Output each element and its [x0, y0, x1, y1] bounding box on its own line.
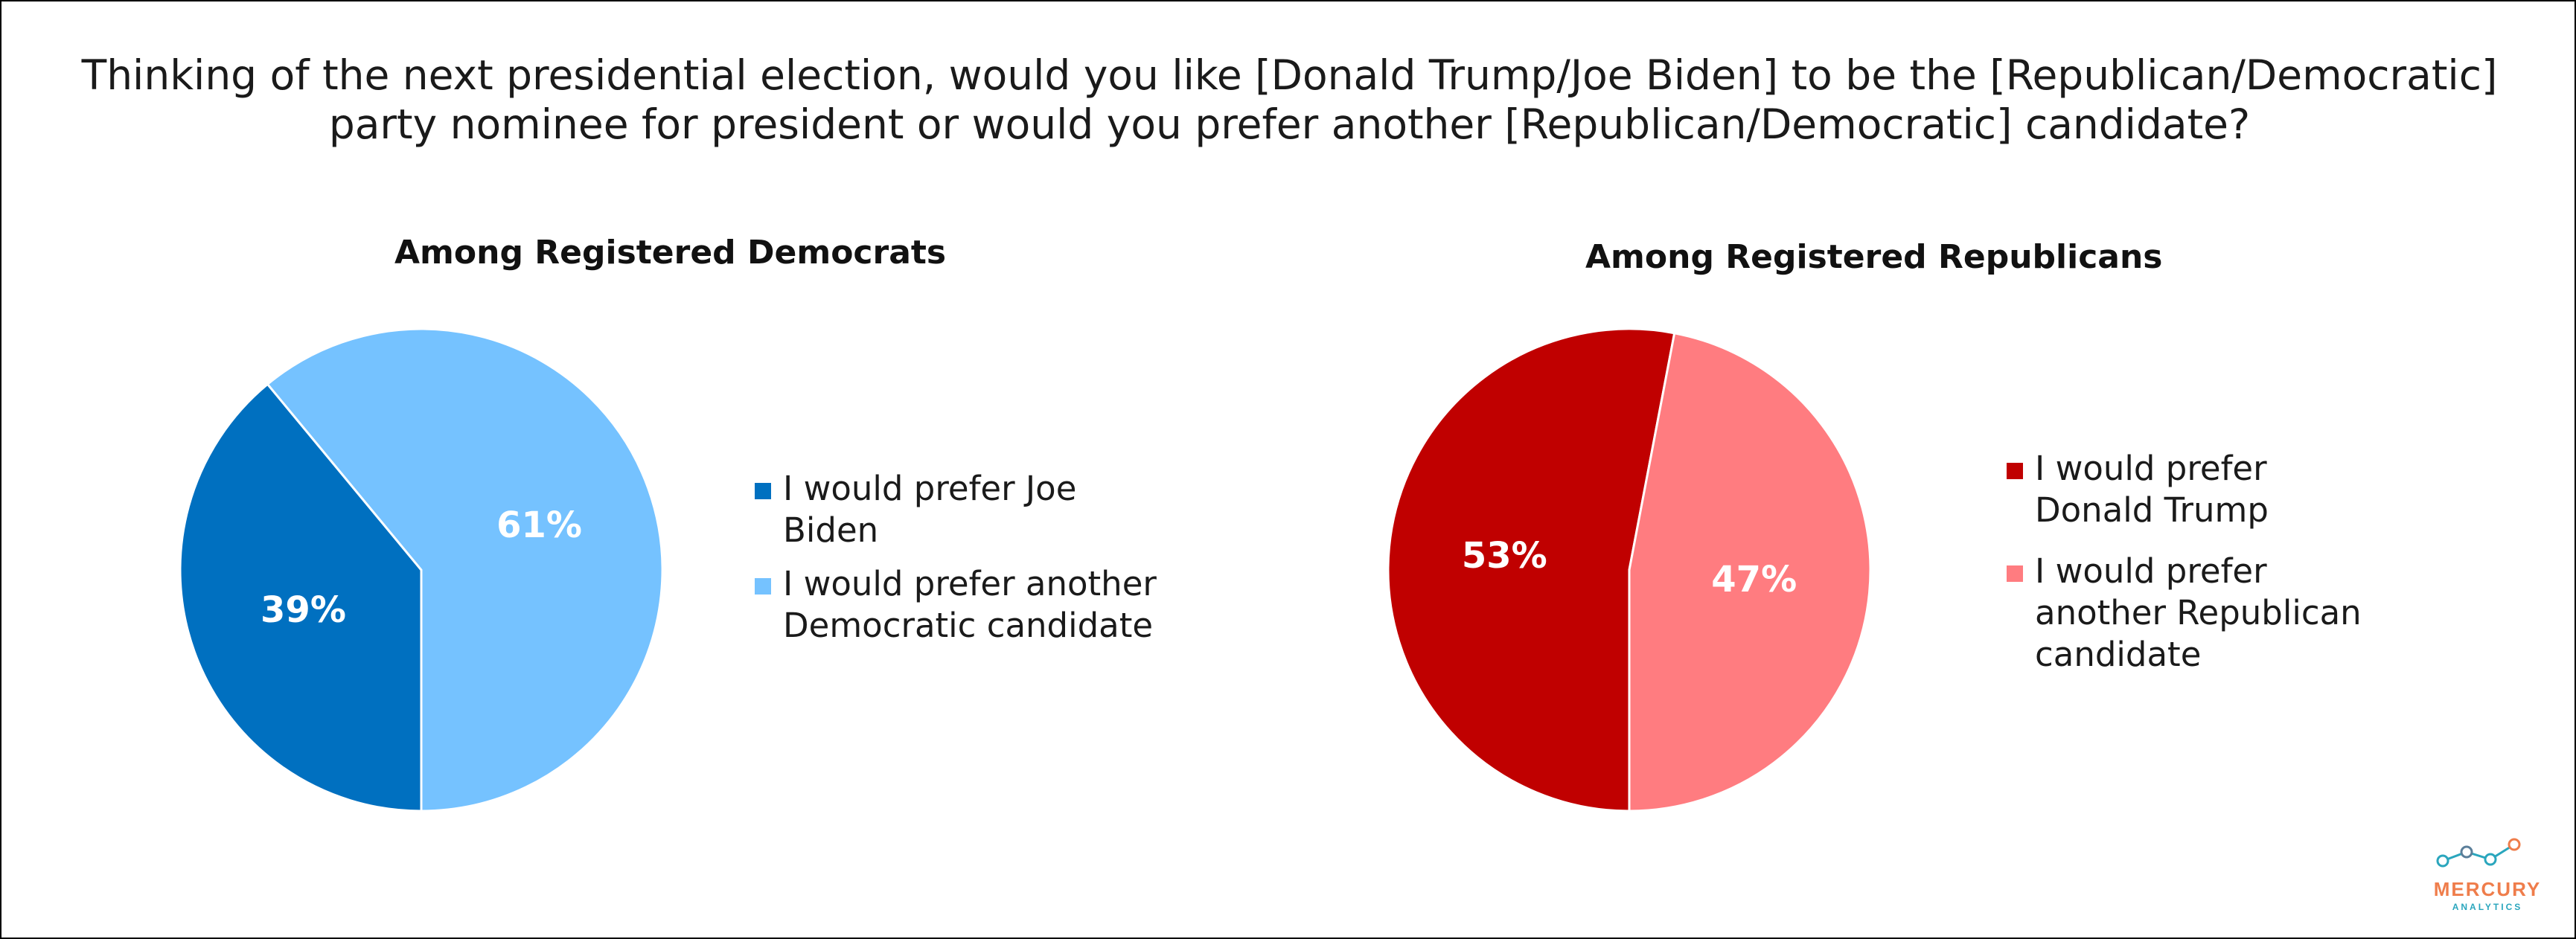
legend-label: another Republican [2035, 593, 2362, 632]
pie-slice-2 [1628, 331, 1872, 813]
pie-slice-2 [266, 327, 664, 813]
pie-data-label-1: 39% [261, 589, 346, 631]
legend-label: Donald Trump [2035, 490, 2269, 530]
legend-item-joe-biden: I would prefer Joe Biden [755, 468, 1216, 551]
logo-line-icon [2436, 838, 2521, 868]
pie-data-label-2: 47% [1711, 559, 1797, 600]
pie-slice-1 [1387, 327, 1676, 813]
rep-chart-title: Among Registered Republicans [1585, 238, 2163, 276]
pie-data-label-1: 53% [1462, 535, 1547, 577]
legend-swatch-another-democrat [755, 578, 771, 595]
logo-name: MERCURY [2433, 878, 2542, 900]
mercury-analytics-logo: MERCURY ANALYTICS [2420, 826, 2554, 919]
title-line-2: party nominee for president or would you… [328, 100, 2251, 148]
page-title: Thinking of the next presidential electi… [31, 51, 2548, 149]
legend-swatch-another-republican [2007, 565, 2023, 582]
legend-swatch-joe-biden [755, 483, 771, 499]
legend-label: Biden [783, 510, 879, 550]
legend-label: I would prefer Joe [783, 469, 1077, 508]
dem-pie-chart: 39% 61% [179, 327, 664, 813]
dem-legend: I would prefer Joe Biden I would prefer … [755, 468, 1216, 658]
legend-item-donald-trump: I would prefer Donald Trump [2007, 448, 2468, 531]
pie-data-label-2: 61% [496, 504, 582, 546]
legend-label: I would prefer [2035, 449, 2267, 488]
logo-subtitle: ANALYTICS [2452, 902, 2523, 912]
title-line-1: Thinking of the next presidential electi… [81, 51, 2498, 99]
legend-label: I would prefer another [783, 564, 1157, 603]
legend-label: Democratic candidate [783, 606, 1154, 645]
legend-label: candidate [2035, 635, 2202, 674]
legend-label: I would prefer [2035, 551, 2267, 591]
legend-item-another-republican: I would prefer another Republican candid… [2007, 551, 2468, 676]
legend-item-another-democrat: I would prefer another Democratic candid… [755, 563, 1216, 647]
legend-swatch-donald-trump [2007, 463, 2023, 479]
pie-slice-1 [179, 382, 423, 813]
rep-pie-chart: 53% 47% [1387, 327, 1872, 813]
dem-chart-title: Among Registered Democrats [394, 234, 947, 272]
rep-legend: I would prefer Donald Trump I would pref… [2007, 448, 2468, 688]
